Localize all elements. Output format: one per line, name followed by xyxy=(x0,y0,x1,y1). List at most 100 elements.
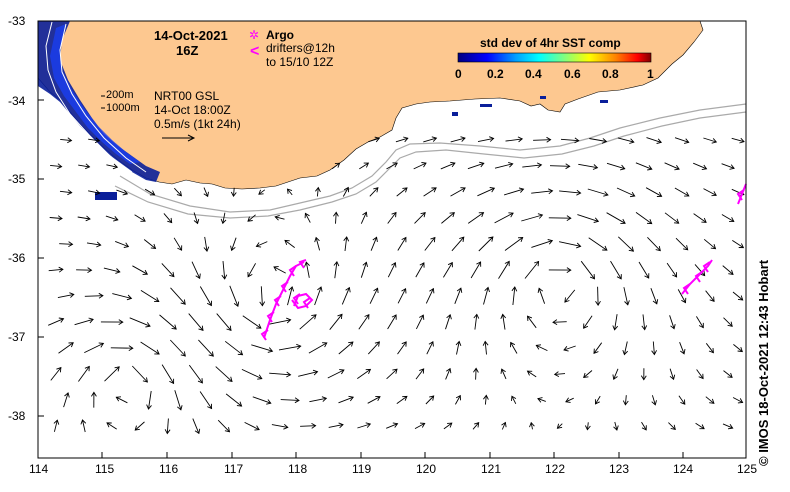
current-vector xyxy=(674,137,689,143)
current-vector-head xyxy=(345,286,351,293)
current-vector xyxy=(510,342,518,354)
current-vector xyxy=(84,295,103,297)
current-vector xyxy=(617,236,634,252)
current-vector xyxy=(586,422,589,430)
current-vector-head xyxy=(447,261,453,268)
current-vector-head xyxy=(501,421,507,428)
current-vector-head xyxy=(683,138,690,144)
current-vector xyxy=(583,370,593,378)
current-vector xyxy=(731,137,745,143)
current-vector-head xyxy=(595,300,601,307)
current-vector xyxy=(563,345,576,351)
current-vector xyxy=(395,137,408,143)
current-vector xyxy=(48,318,64,326)
current-vector-head xyxy=(87,267,93,273)
scale-arrow xyxy=(162,134,196,142)
current-vector-head xyxy=(257,374,263,380)
y-tick-minus-38: -38 xyxy=(8,409,26,423)
current-vector xyxy=(342,187,349,197)
current-vector xyxy=(703,238,716,250)
current-vector xyxy=(305,262,310,278)
current-vector-head xyxy=(728,269,734,275)
current-vector xyxy=(664,212,679,224)
current-vector xyxy=(641,421,647,431)
current-vector xyxy=(192,418,200,434)
current-vector-head xyxy=(517,237,524,243)
current-vector-head xyxy=(362,261,368,268)
current-vector-head xyxy=(375,395,381,402)
current-vector xyxy=(104,366,120,382)
x-tick-116: 116 xyxy=(159,462,179,476)
current-vector-head xyxy=(294,397,300,404)
current-vector-head xyxy=(363,162,370,168)
current-vector-head xyxy=(339,369,345,375)
current-vector xyxy=(204,236,208,252)
current-vector-head xyxy=(230,191,237,198)
colorbar xyxy=(457,52,652,63)
current-vector xyxy=(538,288,546,304)
current-vector xyxy=(577,214,599,222)
current-vector xyxy=(163,213,173,223)
current-vector-head xyxy=(482,340,489,346)
current-vector xyxy=(666,262,677,278)
current-vector-head xyxy=(94,137,101,144)
current-vector xyxy=(203,187,209,197)
current-vector-head xyxy=(267,347,274,353)
current-vector-head xyxy=(460,136,466,142)
isobath-legend-ticks xyxy=(101,95,105,109)
current-vector-head xyxy=(247,271,253,278)
current-vector-head xyxy=(479,161,485,168)
current-vector xyxy=(88,190,100,194)
current-vector xyxy=(443,262,453,278)
current-vector-head xyxy=(392,162,398,168)
current-vector xyxy=(368,137,380,143)
current-vector xyxy=(360,212,367,224)
current-vector-head xyxy=(612,325,619,331)
current-vector xyxy=(732,397,743,403)
current-vector xyxy=(451,236,465,252)
current-vector xyxy=(271,424,288,428)
current-vector xyxy=(521,214,543,222)
sst-patch-inner xyxy=(50,24,140,164)
current-vector xyxy=(260,286,263,306)
current-vector xyxy=(696,369,704,379)
current-vector-head xyxy=(256,323,262,329)
current-vector xyxy=(470,261,481,279)
current-vector-head xyxy=(203,191,209,198)
x-tick-125: 125 xyxy=(737,462,758,476)
current-vector xyxy=(309,397,327,403)
current-vector xyxy=(359,162,369,170)
current-vector xyxy=(424,237,436,251)
current-vector xyxy=(396,396,408,404)
current-vector-head xyxy=(372,236,378,242)
current-vector xyxy=(273,266,286,274)
current-vector xyxy=(475,368,477,380)
current-vector xyxy=(199,391,212,409)
current-vector xyxy=(341,287,350,305)
current-vector-head xyxy=(220,218,227,225)
current-vector-head xyxy=(91,391,97,397)
current-vector-head xyxy=(620,218,626,224)
current-vector xyxy=(159,314,177,330)
current-vector xyxy=(338,341,354,355)
plot-frame xyxy=(37,20,747,459)
current-vector xyxy=(229,285,239,307)
current-vector xyxy=(335,212,337,224)
current-vector-head xyxy=(473,367,479,373)
current-vector-head xyxy=(430,236,436,243)
x-tick-117: 117 xyxy=(224,462,244,476)
current-vector xyxy=(484,395,487,405)
current-vector-head xyxy=(699,424,705,430)
current-vector xyxy=(369,187,379,197)
current-vector xyxy=(387,262,396,278)
current-vector-head xyxy=(709,398,715,404)
current-vector-head xyxy=(258,189,264,195)
current-vector-head xyxy=(655,246,661,252)
current-vector xyxy=(677,289,686,303)
current-vector xyxy=(116,396,128,404)
current-vector-head xyxy=(628,246,635,252)
drifter-track-4 xyxy=(737,183,747,205)
current-vector xyxy=(696,316,704,328)
current-vector xyxy=(148,390,152,410)
current-vector-head xyxy=(322,342,328,348)
